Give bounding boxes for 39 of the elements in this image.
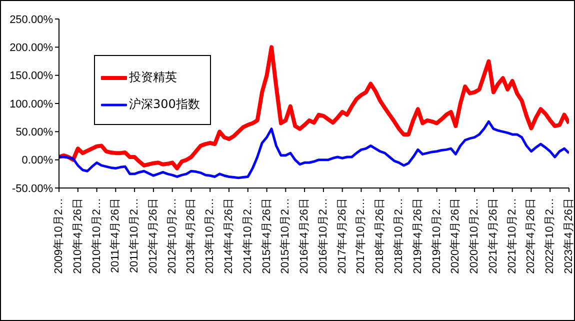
x-tick-label: 2016年4月26日 [298,198,311,274]
y-tick-label: 50.00% [16,126,54,139]
x-tick-label: 2010年4月26日 [72,198,84,274]
y-tick-label: -50.00% [12,182,54,195]
legend-label: 沪深300指数 [129,96,200,113]
y-tick-label: 200.00% [10,42,54,54]
x-tick-label: 2017年10月2… [355,198,368,274]
legend-label: 投资精英 [129,69,177,86]
x-tick-label: 2022年10月2… [544,198,556,274]
y-tick-label: 0.00% [22,154,54,167]
x-tick-label: 2012年4月26日 [147,198,160,274]
x-tick-label: 2016年10月2… [317,198,330,274]
x-tick-label: 2012年10月2… [166,198,178,274]
x-tick-label: 2018年10月2… [393,198,405,274]
x-tick-label: 2022年4月26日 [525,198,538,274]
x-tick-label: 2015年10月2… [280,198,292,274]
x-tick-label: 2021年10月2… [506,198,518,274]
y-tick-label: 100.00% [10,98,54,110]
y-tick-label: 150.00% [10,70,54,82]
line-series [59,120,569,180]
x-tick-label: 2014年10月2… [242,198,254,274]
line-series [59,45,569,170]
x-tick-label: 2019年4月26日 [412,198,424,274]
x-tick-label: 2010年10月2… [90,198,103,274]
x-tick-label: 2009年10月2… [53,198,65,274]
x-tick-label: 2014年4月26日 [223,198,235,274]
x-tick-label: 2015年4月26日 [260,198,273,274]
y-tick-label: 250.00% [10,14,54,26]
x-tick-label: 2018年4月26日 [374,198,386,274]
x-tick-label: 2023年4月26日 [563,198,575,274]
x-tick-label: 2011年10月2… [128,198,141,274]
x-tick-label: 2013年4月26日 [185,198,198,274]
x-tick-label: 2019年10月2… [430,198,443,274]
x-tick-label: 2021年4月26日 [487,198,500,274]
x-tick-label: 2020年10月2… [468,198,481,274]
x-tick-label: 2017年4月26日 [336,198,348,274]
x-tick-label: 2013年10月2… [204,198,216,274]
x-tick-label: 2020年4月26日 [450,198,462,274]
x-tick-label: 2011年4月26日 [110,198,122,274]
